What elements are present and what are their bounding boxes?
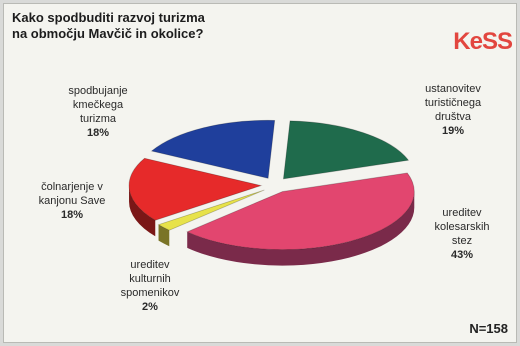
slice-label-kulturni-spomeniki: ureditev kulturnih spomenikov 2% xyxy=(100,258,200,314)
chart-title: Kako spodbuditi razvoj turizma na območj… xyxy=(12,10,332,42)
slice-percent-colnarjenje: 18% xyxy=(60,209,84,221)
pie-slice xyxy=(150,119,276,179)
pie-slice xyxy=(157,189,265,231)
pie-slice-side xyxy=(129,185,156,237)
kess-logo: KeSS xyxy=(453,28,513,56)
pie-slice xyxy=(282,120,410,180)
pie-slice xyxy=(186,172,415,250)
slice-percent-kulturni-spomeniki: 2% xyxy=(142,301,158,313)
title-line-1: Kako spodbuditi razvoj turizma xyxy=(12,10,205,25)
title-line-2: na območju Mavčič in okolice? xyxy=(12,26,204,41)
slice-label-colnarjenje: čolnarjenje v kanjonu Save 18% xyxy=(22,180,122,222)
sample-size: N=158 xyxy=(469,321,508,336)
pie-slice-side xyxy=(187,191,415,266)
pie-slice-side xyxy=(158,224,170,247)
slice-percent-ustanovitev: 19% xyxy=(441,125,465,137)
slice-label-kmecki-turizem: spodbujanje kmečkega turizma 18% xyxy=(48,84,148,140)
slice-label-kolesarske-steze: ureditev kolesarskih stez 43% xyxy=(412,206,512,262)
slice-percent-kmecki-turizem: 18% xyxy=(86,127,110,139)
pie-slice xyxy=(128,157,263,221)
slice-percent-kolesarske-steze: 43% xyxy=(450,249,474,261)
logo-text: KeSS xyxy=(453,28,513,55)
slice-label-ustanovitev: ustanovitev turističnega društva 19% xyxy=(398,82,508,138)
